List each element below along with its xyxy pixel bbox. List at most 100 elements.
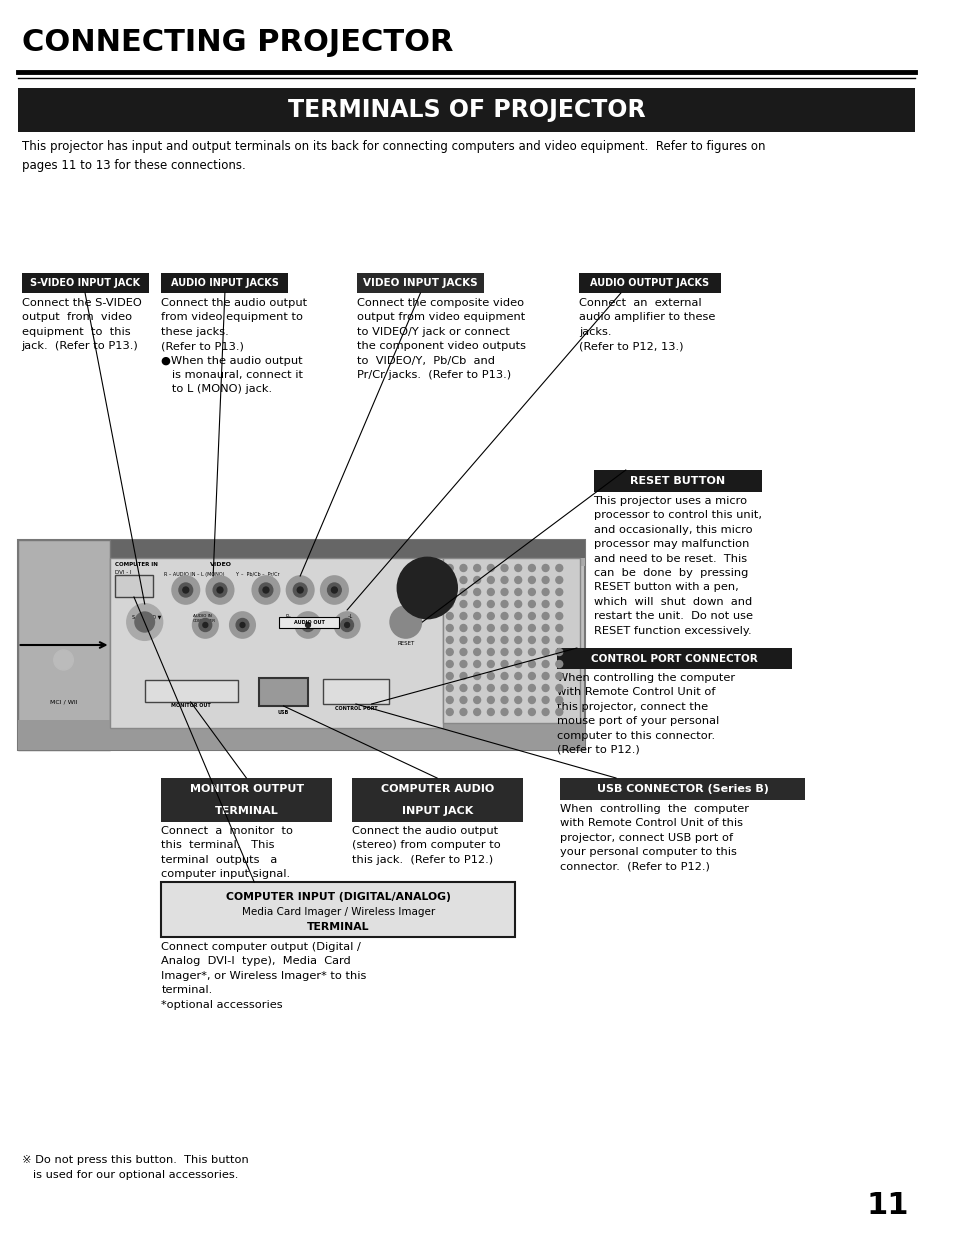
Circle shape	[500, 625, 507, 631]
Text: Connect the audio output
(stereo) from computer to
this jack.  (Refer to P12.): Connect the audio output (stereo) from c…	[352, 826, 500, 864]
Circle shape	[474, 684, 480, 692]
Circle shape	[474, 589, 480, 595]
Text: When  controlling  the  computer
with Remote Control Unit of this
projector, con: When controlling the computer with Remot…	[559, 804, 748, 872]
Text: 11: 11	[866, 1191, 908, 1220]
Circle shape	[459, 564, 466, 572]
Circle shape	[541, 709, 548, 715]
Circle shape	[515, 613, 521, 620]
Text: Connect  a  monitor  to
this  terminal.   This
terminal  outputs   a
computer in: Connect a monitor to this terminal. This…	[161, 826, 293, 894]
FancyBboxPatch shape	[259, 678, 308, 706]
Circle shape	[556, 684, 562, 692]
Circle shape	[556, 697, 562, 704]
Circle shape	[487, 636, 494, 643]
Circle shape	[459, 636, 466, 643]
Circle shape	[541, 600, 548, 608]
Circle shape	[446, 636, 453, 643]
Circle shape	[53, 650, 73, 671]
FancyBboxPatch shape	[115, 576, 152, 597]
Circle shape	[331, 587, 337, 593]
Text: R – AUDIO IN – L (MONO): R – AUDIO IN – L (MONO)	[164, 572, 225, 577]
Circle shape	[193, 613, 218, 638]
FancyBboxPatch shape	[22, 273, 149, 293]
Text: Connect the audio output
from video equipment to
these jacks.
(Refer to P13.)
●W: Connect the audio output from video equi…	[161, 298, 307, 394]
FancyBboxPatch shape	[145, 680, 237, 701]
FancyBboxPatch shape	[17, 540, 584, 558]
Circle shape	[528, 577, 535, 583]
Circle shape	[474, 613, 480, 620]
Circle shape	[340, 619, 354, 631]
FancyBboxPatch shape	[557, 648, 791, 669]
Circle shape	[446, 684, 453, 692]
Text: This projector has input and output terminals on its back for connecting compute: This projector has input and output term…	[22, 140, 764, 172]
Circle shape	[459, 613, 466, 620]
Text: COMPUTER INPUT (DIGITAL/ANALOG): COMPUTER INPUT (DIGITAL/ANALOG)	[226, 892, 450, 902]
Circle shape	[541, 697, 548, 704]
Circle shape	[541, 564, 548, 572]
Circle shape	[556, 577, 562, 583]
FancyBboxPatch shape	[578, 273, 720, 293]
Text: AUDIO OUTPUT JACKS: AUDIO OUTPUT JACKS	[590, 278, 708, 288]
Circle shape	[134, 613, 154, 632]
Circle shape	[487, 589, 494, 595]
Circle shape	[515, 661, 521, 667]
Text: AUDIO INPUT JACKS: AUDIO INPUT JACKS	[171, 278, 278, 288]
Text: Y  –  Pb/Cb –  Pr/Cr: Y – Pb/Cb – Pr/Cr	[234, 572, 279, 577]
Circle shape	[446, 709, 453, 715]
Circle shape	[556, 625, 562, 631]
Circle shape	[474, 625, 480, 631]
Text: R–: R–	[285, 614, 291, 619]
Text: COMPUTER AUDIO: COMPUTER AUDIO	[380, 784, 494, 794]
Circle shape	[528, 564, 535, 572]
Text: MCI / WII: MCI / WII	[50, 700, 77, 705]
Circle shape	[446, 648, 453, 656]
Text: VIDEO INPUT JACKS: VIDEO INPUT JACKS	[363, 278, 477, 288]
Circle shape	[327, 583, 341, 597]
Text: Connect the S-VIDEO
output  from  video
equipment  to  this
jack.  (Refer to P13: Connect the S-VIDEO output from video eq…	[22, 298, 141, 351]
Circle shape	[459, 709, 466, 715]
Text: CONNECTING PROJECTOR: CONNECTING PROJECTOR	[22, 28, 453, 57]
Circle shape	[446, 697, 453, 704]
Circle shape	[541, 648, 548, 656]
Circle shape	[515, 625, 521, 631]
Circle shape	[541, 589, 548, 595]
Circle shape	[515, 564, 521, 572]
Circle shape	[397, 558, 456, 618]
Circle shape	[474, 600, 480, 608]
Circle shape	[528, 697, 535, 704]
Circle shape	[487, 577, 494, 583]
Circle shape	[528, 684, 535, 692]
Circle shape	[206, 576, 233, 604]
Circle shape	[487, 709, 494, 715]
Circle shape	[528, 636, 535, 643]
Text: MONITOR OUTPUT: MONITOR OUTPUT	[190, 784, 304, 794]
Circle shape	[556, 613, 562, 620]
Circle shape	[459, 697, 466, 704]
FancyBboxPatch shape	[278, 618, 339, 629]
Circle shape	[515, 589, 521, 595]
Circle shape	[500, 636, 507, 643]
Circle shape	[305, 622, 310, 627]
Circle shape	[446, 613, 453, 620]
FancyBboxPatch shape	[352, 800, 522, 823]
Circle shape	[500, 589, 507, 595]
FancyBboxPatch shape	[442, 558, 579, 722]
Text: CONTROL PORT CONNECTOR: CONTROL PORT CONNECTOR	[591, 653, 758, 663]
Circle shape	[459, 600, 466, 608]
Circle shape	[541, 684, 548, 692]
Circle shape	[556, 661, 562, 667]
Text: TERMINAL: TERMINAL	[307, 923, 369, 932]
Circle shape	[487, 661, 494, 667]
Circle shape	[286, 576, 314, 604]
Text: MONITOR OUT: MONITOR OUT	[171, 703, 211, 708]
Circle shape	[320, 576, 348, 604]
Circle shape	[541, 577, 548, 583]
Circle shape	[474, 577, 480, 583]
Text: RESET: RESET	[396, 641, 414, 646]
Circle shape	[459, 648, 466, 656]
Circle shape	[459, 661, 466, 667]
Circle shape	[446, 625, 453, 631]
Circle shape	[500, 697, 507, 704]
Text: Connect computer output (Digital /
Analog  DVI-I  type),  Media  Card
Imager*, o: Connect computer output (Digital / Analo…	[161, 942, 366, 1009]
FancyBboxPatch shape	[17, 558, 584, 566]
FancyBboxPatch shape	[322, 679, 389, 704]
